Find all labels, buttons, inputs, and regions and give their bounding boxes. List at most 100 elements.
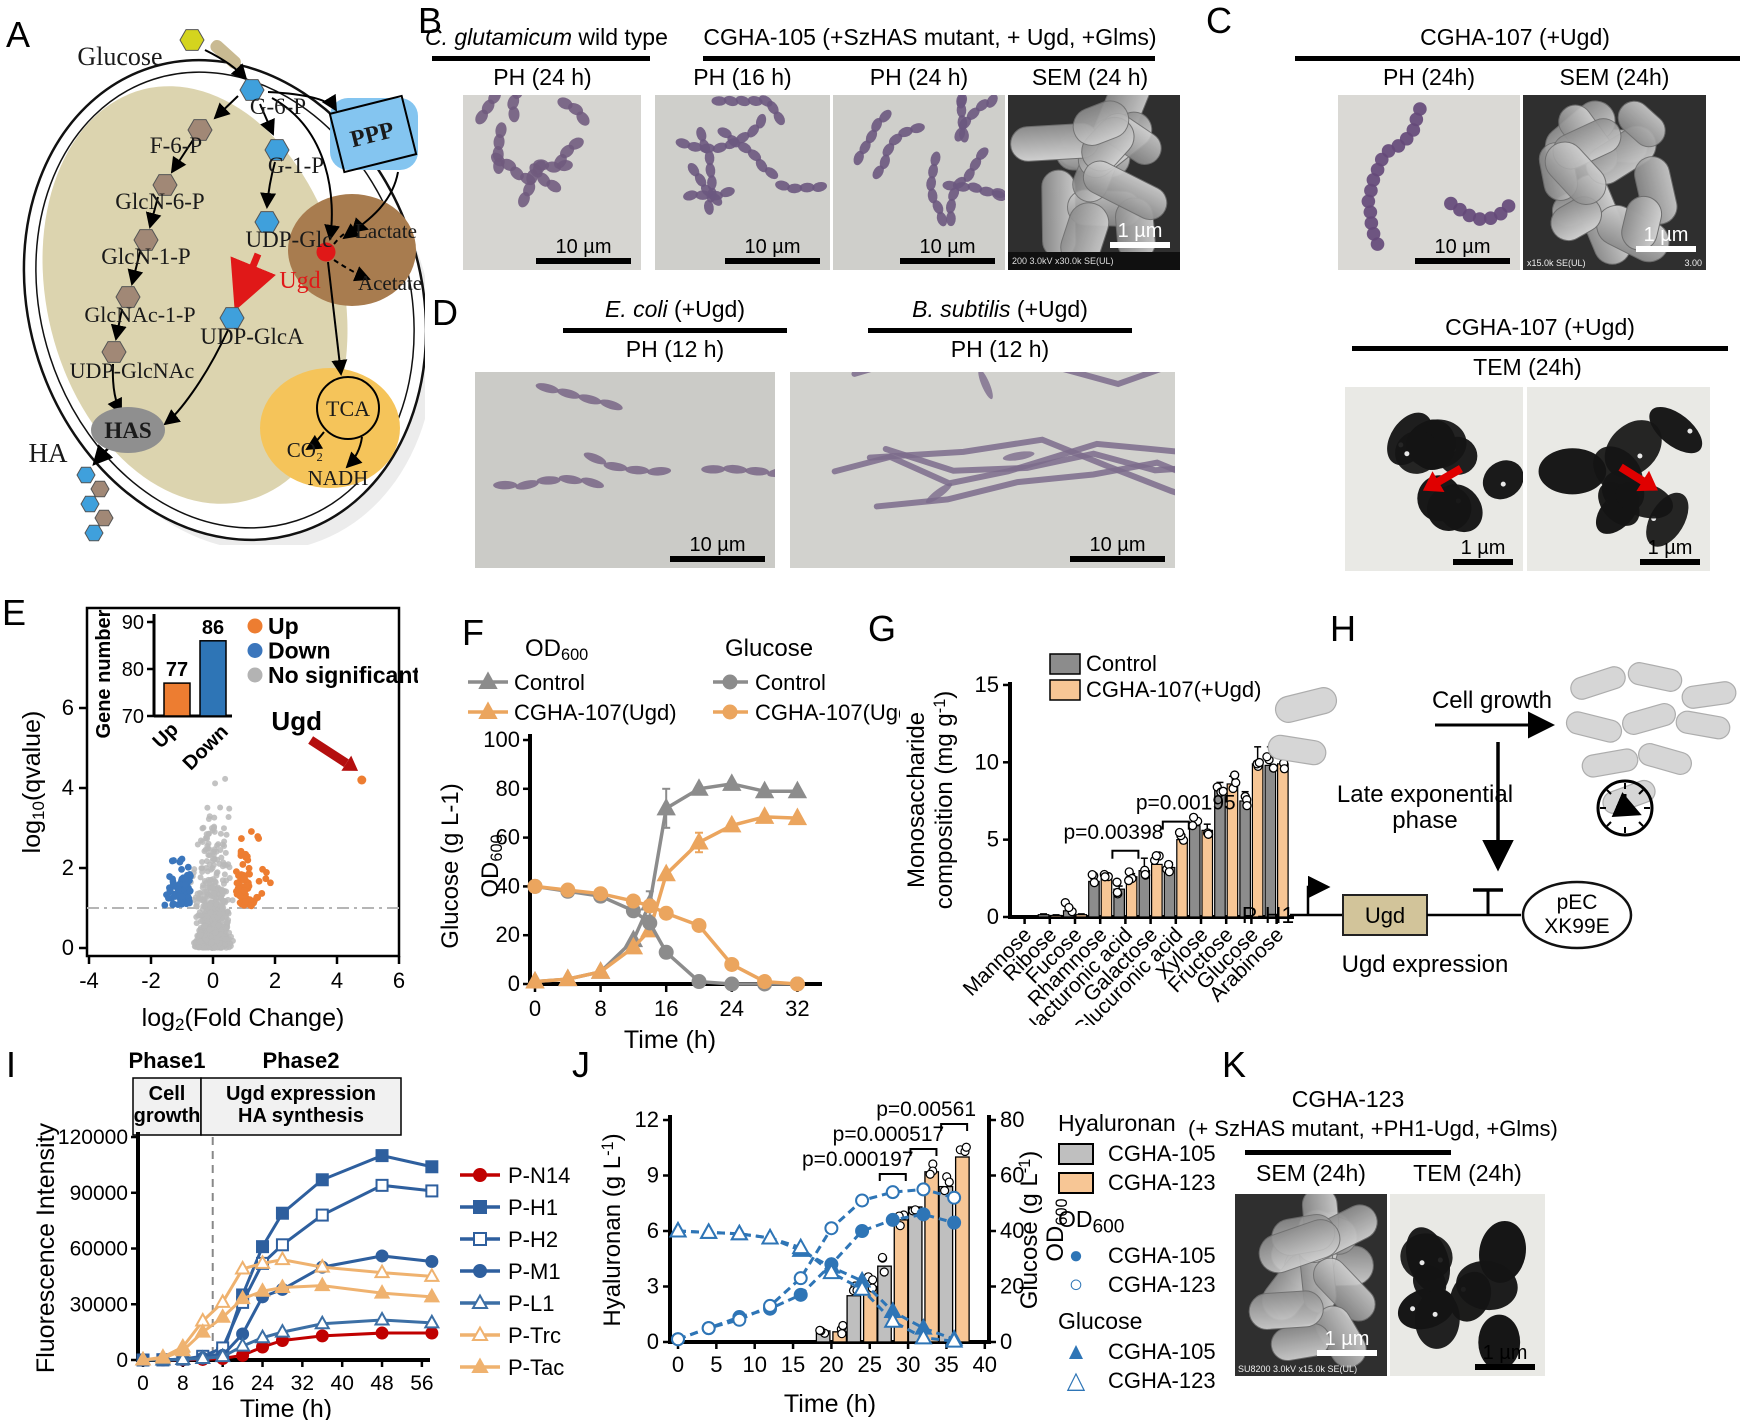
svg-text:Monosaccharide: Monosaccharide [903,712,930,888]
svg-text:Down: Down [268,638,331,664]
panel-label-e: E [2,592,27,633]
promoter-label: P-H1 [1242,902,1294,928]
scale-bar-label: 1 µm [1482,1342,1528,1364]
svg-text:80: 80 [496,776,520,801]
svg-text:80: 80 [1000,1107,1024,1132]
plasmid-label1: pEC [1557,891,1598,914]
svg-text:0: 0 [672,1352,684,1377]
svg-text:-2: -2 [141,968,161,993]
svg-text:9: 9 [647,1163,659,1188]
svg-text:0: 0 [1000,1329,1012,1354]
b-cgha105-sem24-micrograph: 1 µm 200 3.0kV x30.0k SE(UL) [1008,95,1180,270]
cell-capsule [1267,734,1327,766]
fluorescence-chart: Phase1 Phase2 Cell growth Ugd expression HA s… [30,1040,615,1420]
k-sub-tem: TEM (24h) [1413,1160,1522,1186]
svg-text:Down: Down [179,721,233,775]
svg-text:Time (h): Time (h) [784,1390,876,1418]
cell-capsule [1681,681,1737,709]
glucose-legend-title: Glucose [1058,1307,1143,1334]
tem107-left-micrograph: 1 µm [1345,387,1523,571]
svg-text:composition (mg g-1): composition (mg g-1) [931,691,958,910]
ugd-label: Ugd [279,268,320,294]
plasmid-ellipse [1521,880,1633,950]
b-group1-title: C. glutamicum wild type [425,24,668,50]
glucose-transporter [210,39,241,69]
cell-capsule [1565,711,1623,743]
svg-text:P-Tac: P-Tac [508,1355,564,1380]
svg-text:OD600: OD600 [525,635,588,664]
hyaluronan-legend-title: Hyaluronan [1058,1110,1176,1136]
open-triangle-icon: △ [1066,1366,1086,1394]
k-rule [1245,1150,1451,1155]
svg-text:Control: Control [1086,651,1157,676]
svg-text:6: 6 [62,695,74,720]
tca-label: TCA [326,396,370,421]
tca-region [260,368,400,488]
tca-cycle-circle [316,376,380,440]
clock-icon [1596,779,1654,837]
d-bsubtilis-ph12-micrograph: 10 µm [790,372,1175,568]
cell-capsule [1622,702,1676,736]
svg-text:20: 20 [819,1352,843,1377]
svg-text:90000: 90000 [70,1182,128,1205]
late-exponential-label: Late exponential [1337,781,1513,808]
svg-text:25: 25 [858,1352,882,1377]
udpglca-label: UDP-GlcA [200,324,304,349]
svg-text:CGHA-107(Ugd): CGHA-107(Ugd) [514,700,677,725]
cell-capsule [1274,687,1338,723]
ha-chain-hexagon [84,524,104,542]
svg-text:2: 2 [269,968,281,993]
d-group2-title: B. subtilis (+Ugd) [912,296,1088,322]
cell-capsule [1581,748,1639,778]
b-wildtype-ph24-micrograph: 10 µm [463,95,641,270]
lactate-label: Lactate [355,219,417,243]
svg-text:Up: Up [149,719,183,753]
svg-text:20: 20 [1000,1274,1024,1299]
panel-label-a: A [6,14,31,55]
svg-text:40: 40 [1000,1218,1024,1243]
svg-text:Ugd: Ugd [271,706,322,736]
svg-text:48: 48 [370,1372,393,1395]
svg-text:24: 24 [251,1372,275,1395]
legend-item-glucose-cgha123: △ CGHA-123 [1058,1368,1243,1394]
svg-text:15: 15 [975,672,999,697]
panel-label-k: K [1222,1044,1247,1085]
svg-text:10: 10 [975,749,999,774]
hyaluronan-chart: 0 3 6 9 12 0 20 40 60 80 0 5 10 15 20 25 30 35 40 Time (h) H… [599,1040,1071,1420]
svg-text:Hyaluronan (g L-1): Hyaluronan (g L-1) [600,1133,626,1326]
svg-text:40: 40 [331,1372,354,1395]
filled-triangle-icon: ▲ [1064,1337,1088,1365]
svg-text:5: 5 [987,827,999,852]
g6p-label: G-6-P [250,94,306,119]
svg-text:2: 2 [62,855,74,880]
svg-text:10: 10 [742,1352,766,1377]
od600-legend-title: OD600 [1058,1206,1125,1238]
ha-chain-hexagon [94,509,114,527]
k-sem24-micrograph: 1 µm SU8200 3.0kV x15.0k SE(UL) [1235,1194,1387,1376]
svg-text:Glucose (g L-1): Glucose (g L-1) [1016,1151,1043,1310]
scale-bar-label: 1 µm [1643,224,1689,246]
svg-text:Glucose: Glucose [725,635,813,662]
svg-text:OD600: OD600 [477,834,506,897]
svg-text:32: 32 [785,996,809,1021]
tem107-right-micrograph: 1 µm [1527,387,1710,571]
svg-text:CGHA-107(Ugd): CGHA-107(Ugd) [755,700,900,725]
ppp-region [330,98,418,170]
svg-text:0: 0 [62,935,74,960]
svg-text:60: 60 [1000,1163,1024,1188]
svg-text:p=0.000517: p=0.000517 [833,1123,945,1146]
scale-bar-label: 1 µm [1324,1328,1370,1350]
svg-text:Glucose (g L-1): Glucose (g L-1) [437,783,464,948]
svg-text:P-N14: P-N14 [508,1163,570,1188]
svg-text:P-H2: P-H2 [508,1227,558,1252]
glucose-label: Glucose [77,42,162,71]
overflow-metabolism-region [288,194,416,306]
ppp-frame [328,94,418,174]
promoter-arrow [1306,875,1331,915]
svg-text:growth: growth [134,1105,201,1127]
ugd-reaction-arrow [230,252,276,311]
svg-text:P-L1: P-L1 [508,1291,554,1316]
cell-capsule [1627,662,1683,692]
ugd-gene-label: Ugd [1365,903,1405,928]
svg-text:0: 0 [207,968,219,993]
